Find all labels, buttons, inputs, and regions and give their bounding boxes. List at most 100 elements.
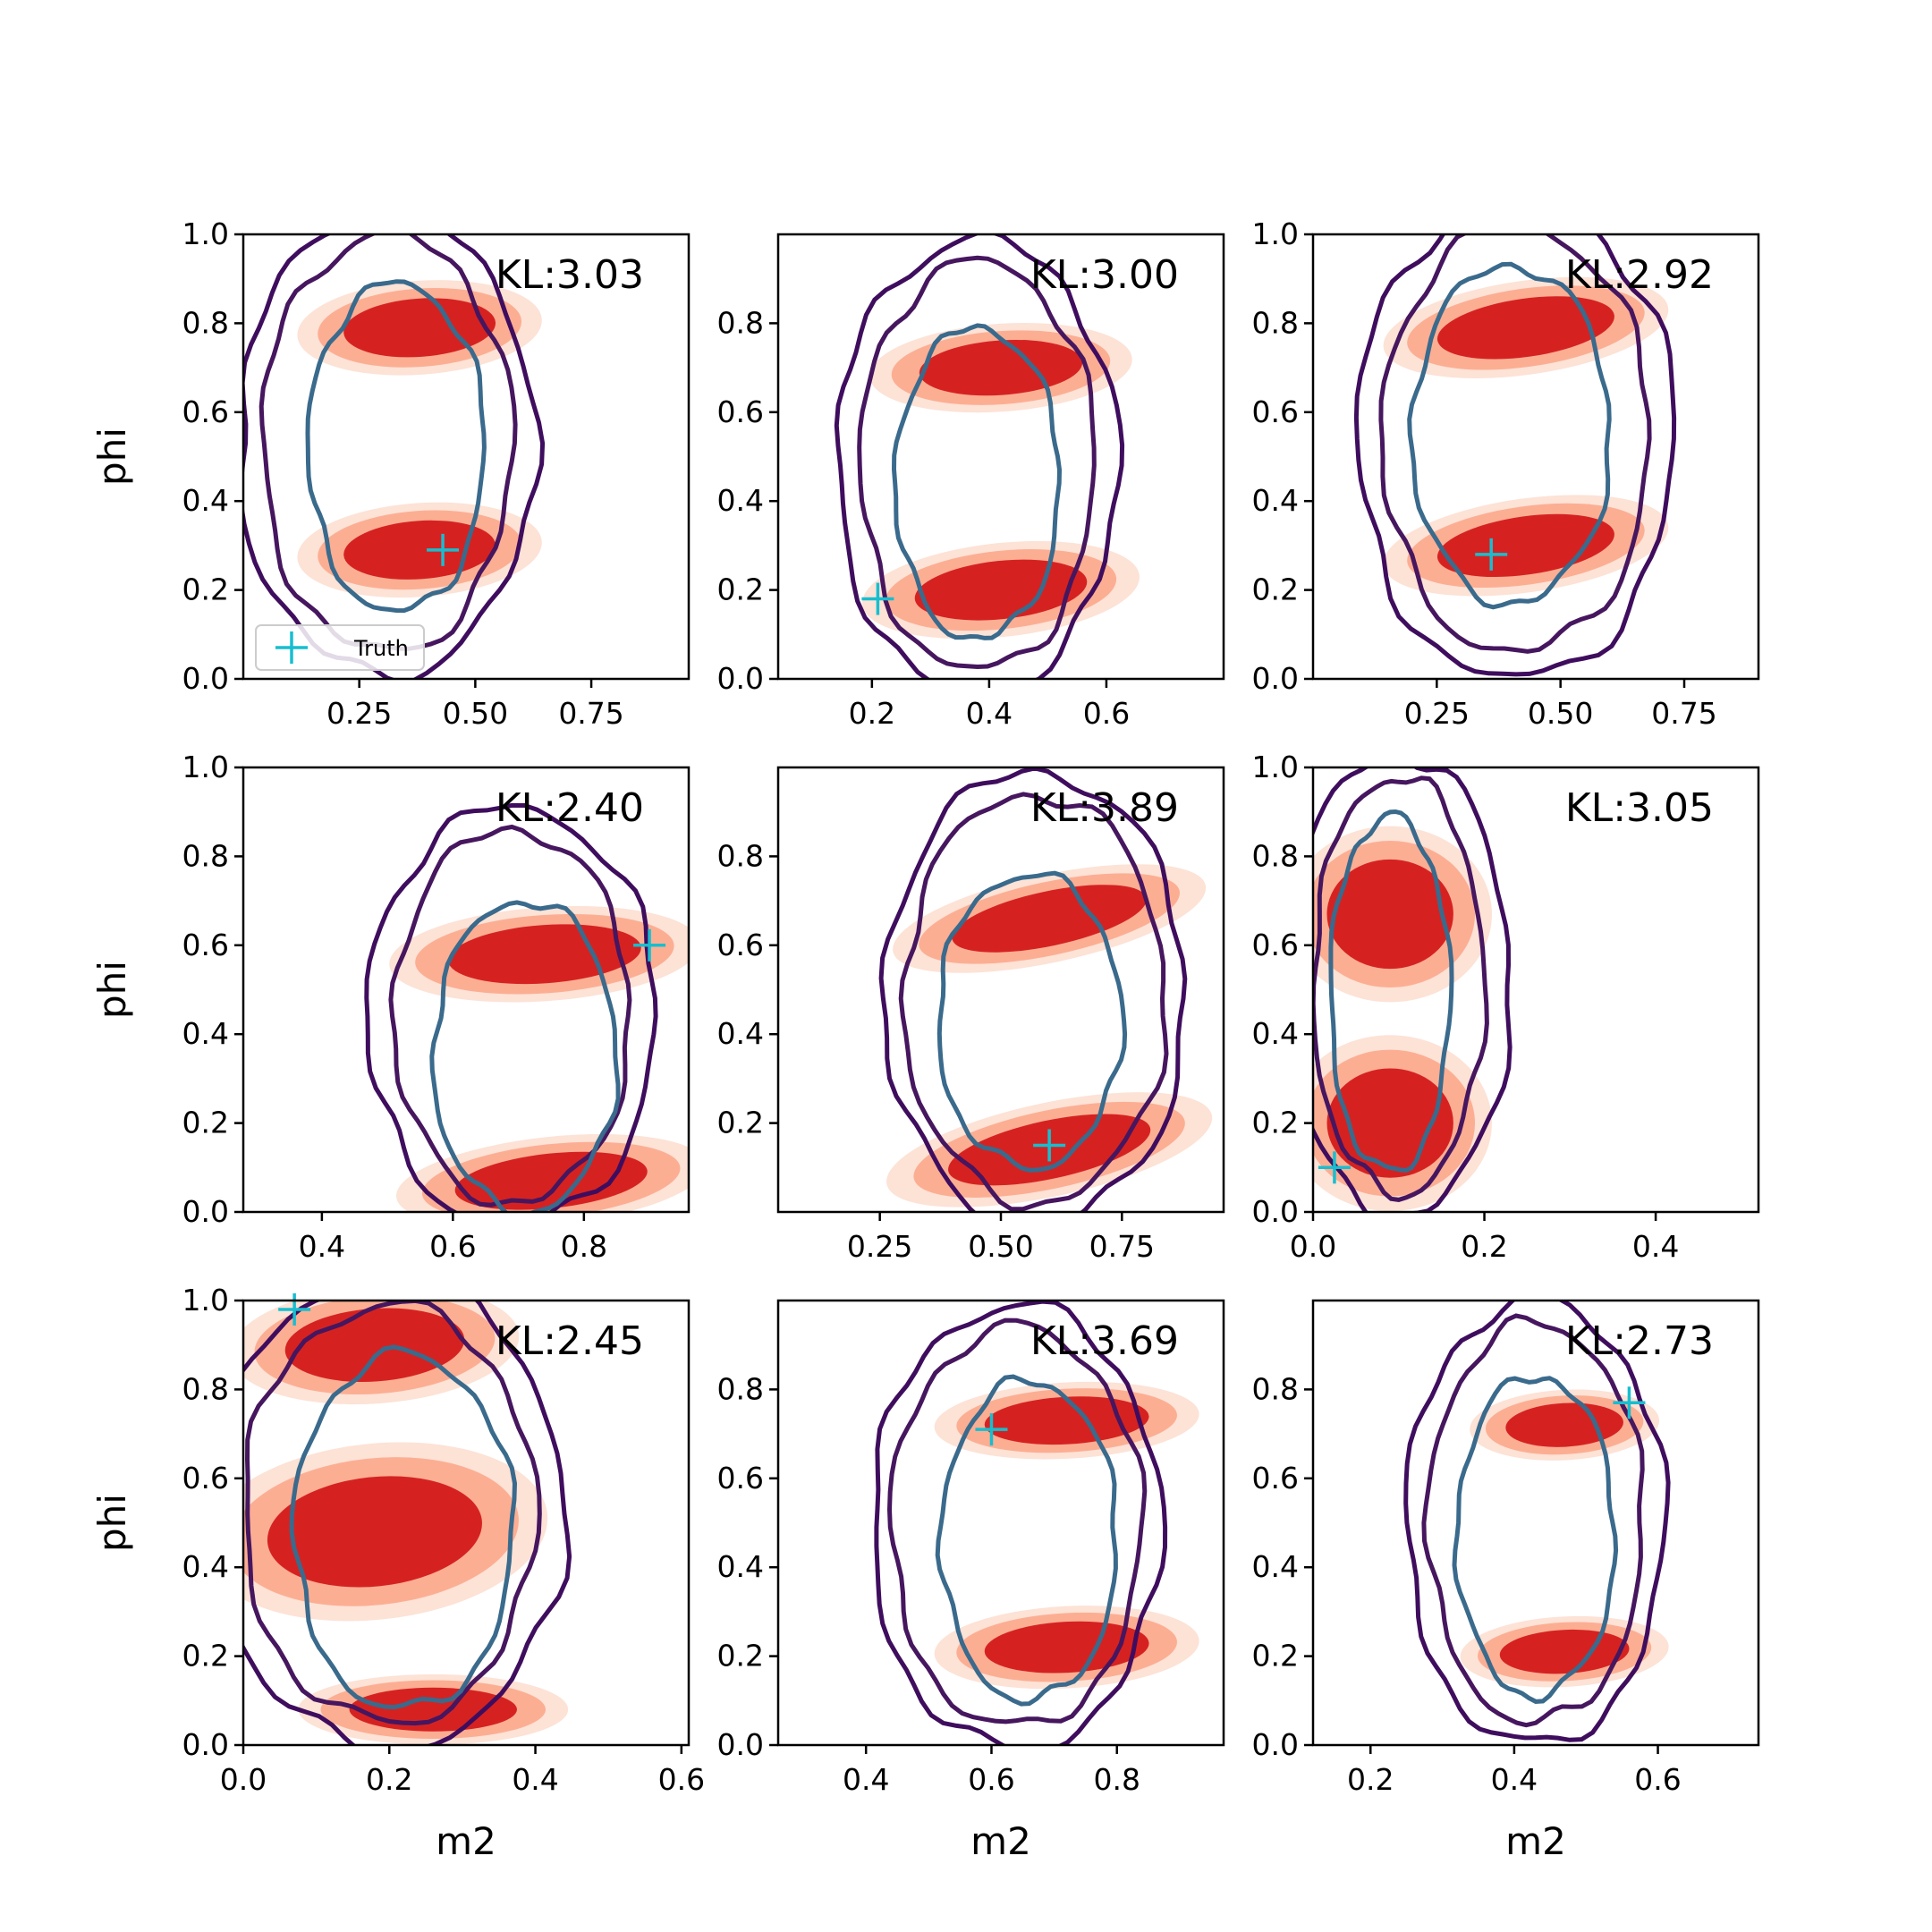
y-tick-label: 0.8 xyxy=(182,838,229,873)
y-tick-label: 1.0 xyxy=(182,750,229,784)
x-tick-label: 0.6 xyxy=(429,1229,476,1264)
density-blob-2-level-3 xyxy=(267,1476,482,1588)
inner-contour-line xyxy=(429,900,621,1212)
x-axis-label: m2 xyxy=(1505,1819,1566,1863)
x-tick-label: 0.4 xyxy=(1632,1229,1679,1264)
plot-area xyxy=(1313,767,1513,1212)
y-tick-label: 0.0 xyxy=(182,661,229,696)
inner-contour-line xyxy=(1452,1376,1619,1704)
mid-contour-line xyxy=(388,824,632,1208)
y-tick-label: 0.2 xyxy=(717,1106,764,1140)
kl-annotation: KL:2.73 xyxy=(1565,1318,1714,1364)
axes-frame xyxy=(1311,233,1760,681)
plot-area xyxy=(364,802,689,1212)
y-tick-label: 0.2 xyxy=(717,1639,764,1674)
density-blob-3-level-3 xyxy=(349,1687,517,1732)
y-tick-label: 0.4 xyxy=(717,1016,764,1051)
y-tick-label: 0.2 xyxy=(182,572,229,607)
outer-contour-line xyxy=(1353,234,1677,677)
x-tick-label: 0.0 xyxy=(220,1762,267,1797)
density-blob-1-level-3 xyxy=(1505,1402,1623,1447)
kl-annotation: KL:3.69 xyxy=(1030,1318,1179,1364)
panel-5: 0.2 0.4 0.6 0.8 0.25 0.50 0.75 KL:3.89 xyxy=(717,766,1225,1264)
y-tick-label: 0.8 xyxy=(1252,1371,1299,1406)
inner-contour-line xyxy=(305,279,487,614)
plot-area xyxy=(1403,1301,1671,1742)
y-tick-label: 0.6 xyxy=(1252,928,1299,962)
y-tick-label: 0.6 xyxy=(1252,1461,1299,1496)
x-tick-label: 0.2 xyxy=(366,1762,412,1797)
mid-contour-line xyxy=(898,792,1169,1212)
kl-annotation: KL:2.40 xyxy=(496,785,644,831)
outer-contour-line xyxy=(1403,1301,1671,1742)
mid-contour-line xyxy=(258,234,518,651)
x-tick-label: 0.4 xyxy=(966,696,1013,731)
panel-2: 0.0 0.2 0.4 0.6 0.8 0.2 0.4 0.6 KL:3.00 xyxy=(717,233,1225,731)
density-blob-2-level-3 xyxy=(454,1151,648,1210)
outer-contour-line xyxy=(364,802,658,1212)
plot-area xyxy=(243,234,546,679)
y-axis-label: phi xyxy=(90,1494,134,1552)
truth-marker xyxy=(1475,538,1508,571)
density-blob-1-level-3 xyxy=(952,885,1147,953)
axes-frame xyxy=(242,766,691,1214)
x-tick-label: 0.75 xyxy=(1089,1229,1155,1264)
density-blob-1-level-3 xyxy=(448,924,641,985)
y-tick-label: 1.0 xyxy=(182,216,229,251)
plot-area xyxy=(1353,234,1677,677)
y-tick-label: 0.2 xyxy=(717,572,764,607)
outer-contour-line xyxy=(243,234,546,679)
x-tick-label: 0.0 xyxy=(1290,1229,1336,1264)
kl-annotation: KL:3.89 xyxy=(1030,785,1179,831)
inner-contour-line xyxy=(935,1374,1118,1707)
x-tick-label: 0.4 xyxy=(1491,1762,1538,1797)
y-tick-label: 0.6 xyxy=(717,928,764,962)
panel-8: 0.0 0.2 0.4 0.6 0.8 0.4 0.6 0.8 KL:3.69 m2 xyxy=(717,1299,1225,1863)
x-tick-label: 0.6 xyxy=(658,1762,705,1797)
y-axis-label: phi xyxy=(90,428,134,486)
density-blob-1-level-3 xyxy=(1326,859,1453,970)
mid-contour-line xyxy=(886,1318,1148,1724)
panel-7: 0.0 0.2 0.4 0.6 0.8 1.0 0.0 0.2 0.4 0.6 KL:2.45 phi… xyxy=(90,1283,705,1863)
x-tick-label: 0.25 xyxy=(326,696,392,731)
y-tick-label: 0.0 xyxy=(1252,1194,1299,1229)
y-tick-label: 0.4 xyxy=(182,1016,229,1051)
x-tick-label: 0.4 xyxy=(512,1762,558,1797)
kl-annotation: KL:3.00 xyxy=(1030,252,1179,298)
legend-label: Truth xyxy=(353,636,409,661)
outer-contour-line xyxy=(243,1301,572,1745)
kl-annotation: KL:3.03 xyxy=(496,252,644,298)
plot-area xyxy=(243,1301,572,1745)
x-tick-label: 0.25 xyxy=(847,1229,912,1264)
y-tick-label: 0.6 xyxy=(1252,394,1299,429)
y-tick-label: 0.2 xyxy=(182,1639,229,1674)
mid-contour-line xyxy=(1378,234,1652,654)
panel-6: 0.0 0.2 0.4 0.6 0.8 1.0 0.0 0.2 0.4 KL:3.05 xyxy=(1252,750,1760,1264)
truth-marker xyxy=(1318,1151,1351,1184)
y-tick-label: 0.6 xyxy=(182,1461,229,1496)
y-tick-label: 0.8 xyxy=(182,1371,229,1406)
x-tick-label: 0.75 xyxy=(558,696,623,731)
x-tick-label: 0.50 xyxy=(443,696,508,731)
density-blob-1-level-3 xyxy=(1436,296,1614,360)
y-tick-label: 0.0 xyxy=(717,1727,764,1762)
y-tick-label: 0.0 xyxy=(1252,1727,1299,1762)
density-blob-2-level-3 xyxy=(914,559,1088,621)
panel-1: 0.0 0.2 0.4 0.6 0.8 1.0 0.25 0.50 0.75 KL:3.03 phi… xyxy=(90,216,691,731)
density-blob-1-level-3 xyxy=(984,1396,1149,1445)
mid-contour-line xyxy=(1421,1313,1645,1728)
x-tick-label: 0.4 xyxy=(299,1229,345,1264)
density-blob-2-level-3 xyxy=(984,1621,1149,1674)
x-tick-label: 0.2 xyxy=(1347,1762,1394,1797)
y-tick-label: 0.0 xyxy=(717,661,764,696)
x-tick-label: 0.50 xyxy=(968,1229,1033,1264)
y-tick-label: 0.8 xyxy=(182,305,229,340)
panel-9: 0.0 0.2 0.4 0.6 0.8 0.2 0.4 0.6 KL:2.73 m2 xyxy=(1252,1299,1760,1863)
y-axis-label: phi xyxy=(90,961,134,1019)
x-axis-label: m2 xyxy=(436,1819,496,1863)
truth-marker xyxy=(1033,1129,1066,1162)
panel-grid: 0.0 0.2 0.4 0.6 0.8 1.0 0.25 0.50 0.75 KL:3.03 phi… xyxy=(90,216,1760,1863)
panel-3: 0.0 0.2 0.4 0.6 0.8 1.0 0.25 0.50 0.75 KL:2.92 xyxy=(1252,216,1760,731)
truth-marker xyxy=(427,533,460,566)
